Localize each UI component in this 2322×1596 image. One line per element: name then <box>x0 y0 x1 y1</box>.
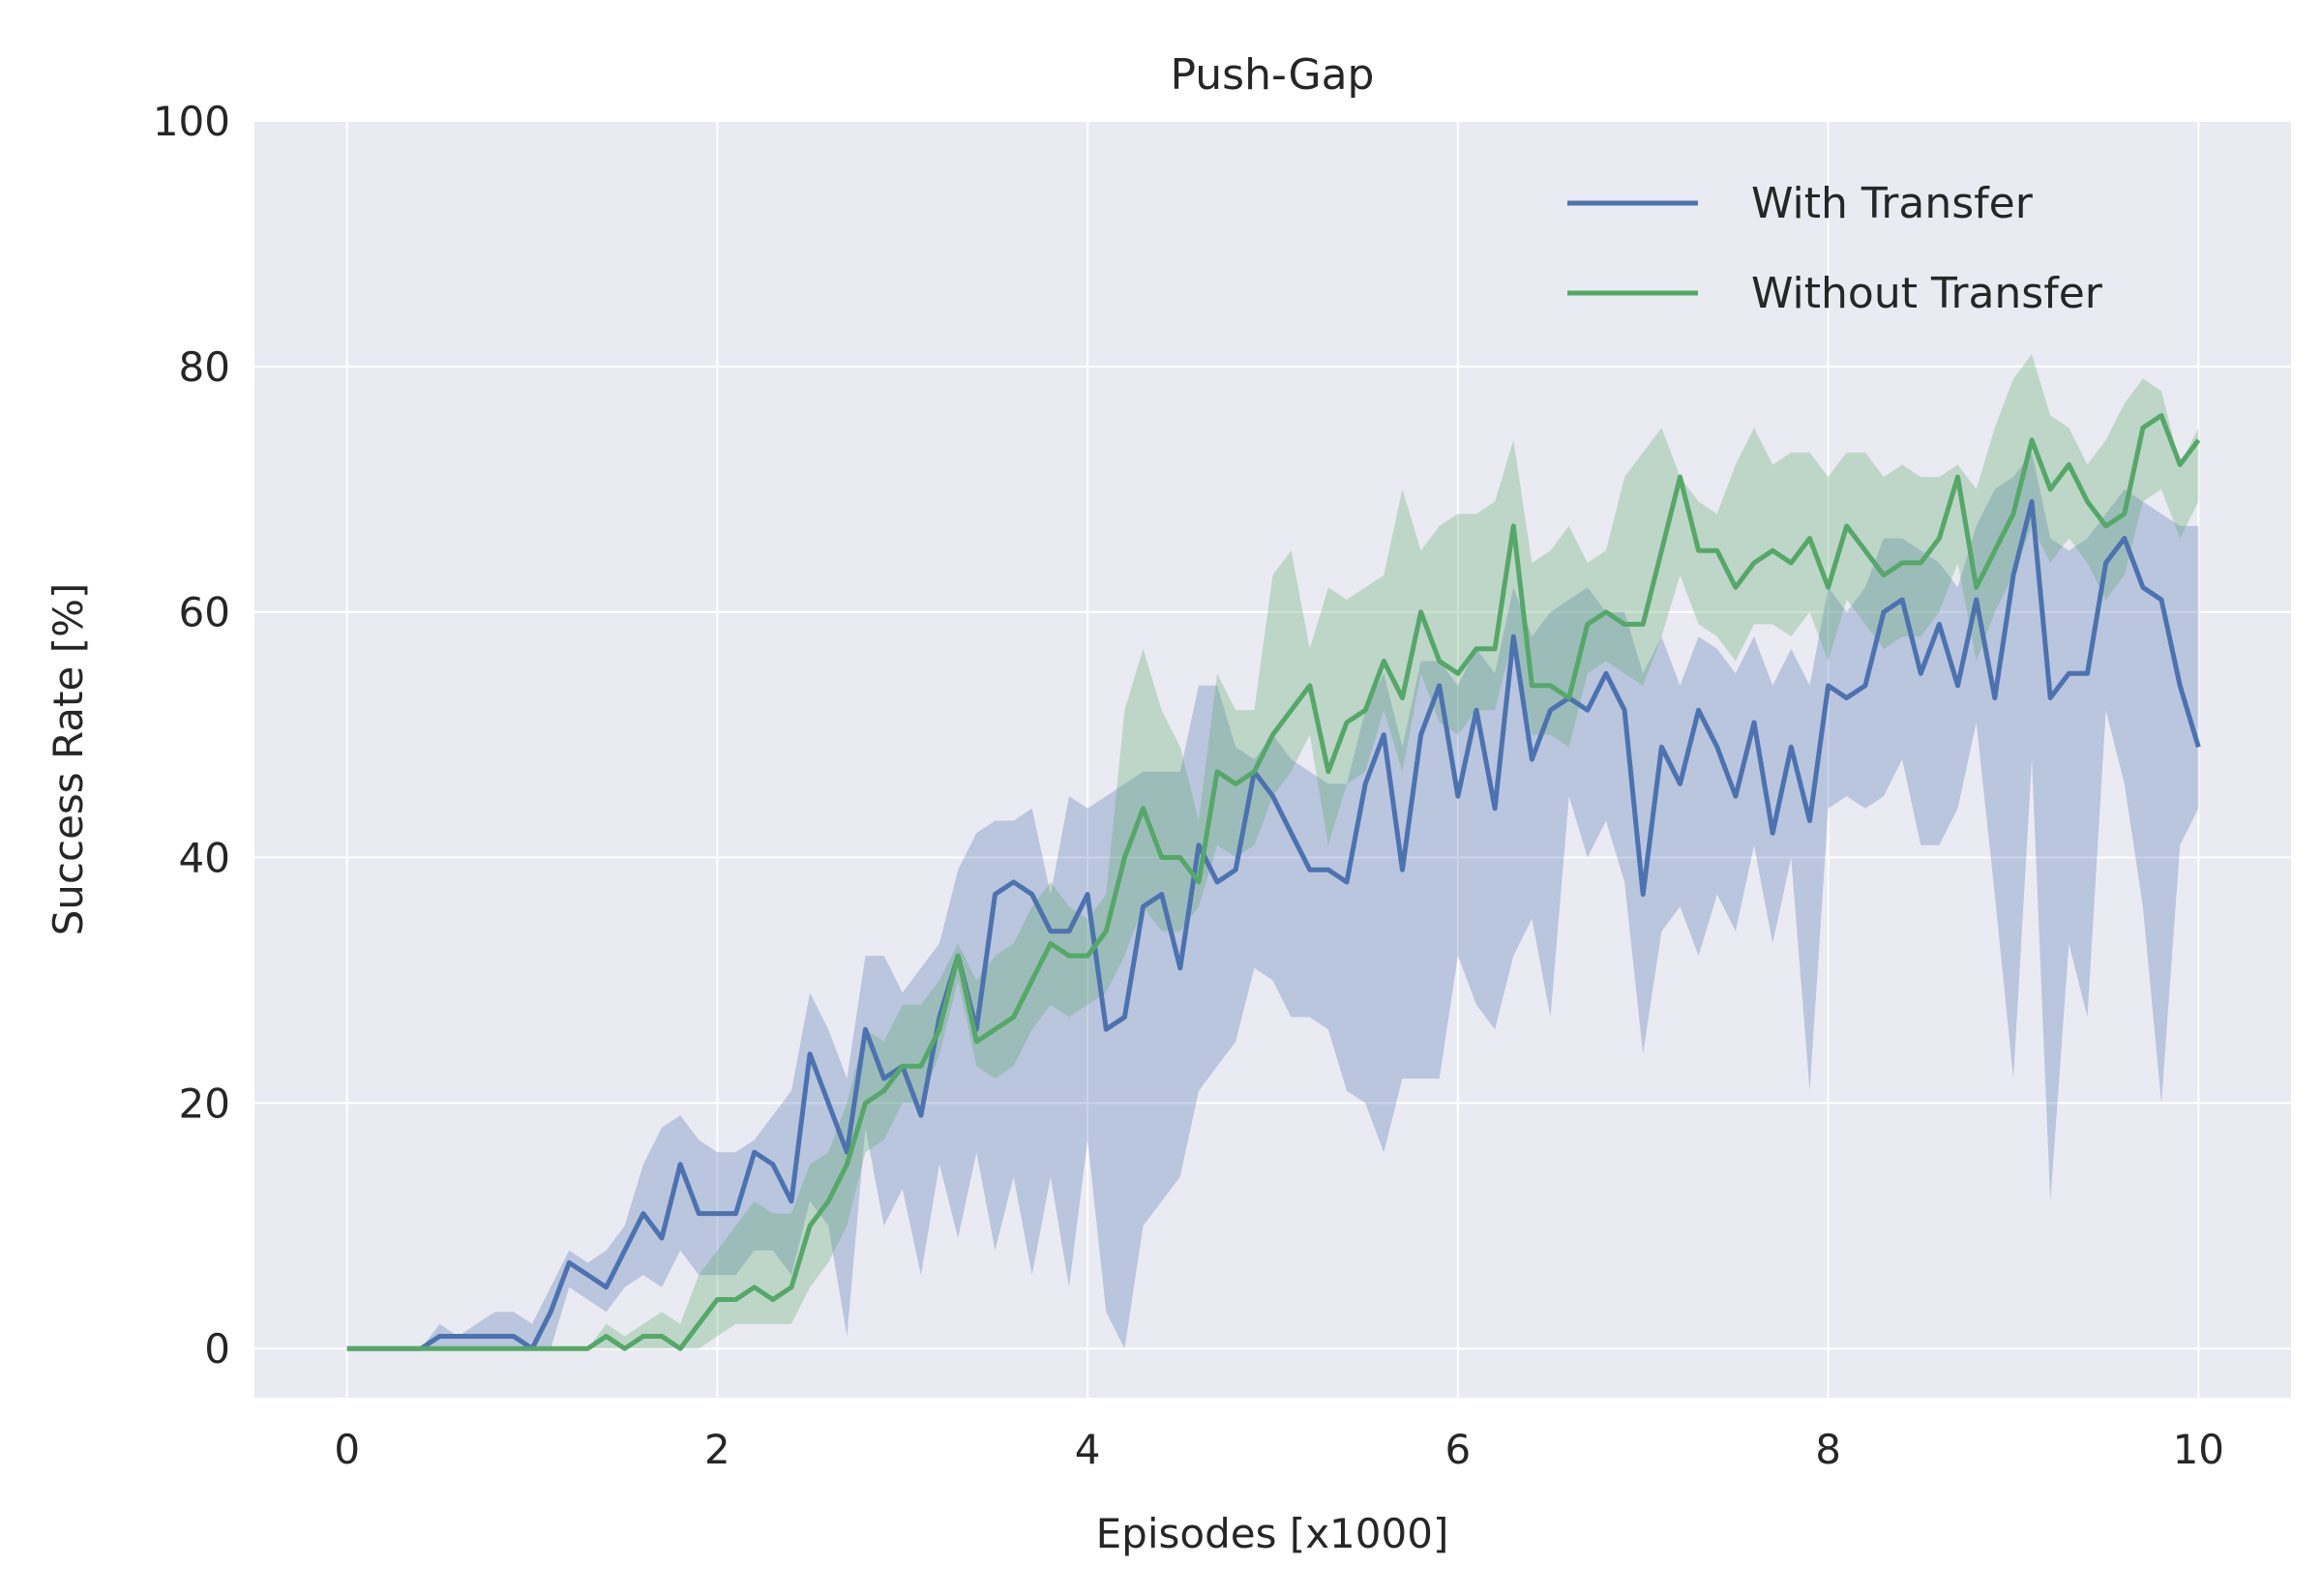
x-tick-label: 8 <box>1815 1426 1841 1473</box>
legend: With Transfer Without Transfer <box>1567 179 2103 318</box>
y-axis-label: Success Rate [%] <box>45 583 92 936</box>
plot-background <box>254 121 2291 1398</box>
y-tick-label: 60 <box>179 589 230 636</box>
y-tick-label: 20 <box>179 1079 230 1127</box>
band-without-transfer <box>346 354 2199 1349</box>
x-tick-labels: 0 2 4 6 8 10 <box>334 1426 2224 1473</box>
x-tick-label: 2 <box>704 1426 730 1473</box>
x-tick-label: 0 <box>334 1426 360 1473</box>
y-tick-label: 100 <box>153 98 230 145</box>
y-tick-labels: 0 20 40 60 80 100 <box>153 98 230 1373</box>
x-tick-label: 10 <box>2173 1426 2224 1473</box>
x-axis-label: Episodes [x1000] <box>1096 1510 1449 1557</box>
y-tick-label: 40 <box>179 835 230 882</box>
x-tick-label: 6 <box>1444 1426 1471 1473</box>
band-with-transfer <box>346 452 2199 1349</box>
chart-title: Push-Gap <box>1171 50 1375 100</box>
confidence-bands <box>346 354 2199 1349</box>
series-lines <box>346 413 2201 1351</box>
y-tick-label: 0 <box>204 1325 230 1373</box>
grid <box>254 120 2291 1398</box>
y-tick-label: 80 <box>179 343 230 391</box>
legend-label-with-transfer: With Transfer <box>1751 179 2034 228</box>
x-tick-label: 4 <box>1075 1426 1101 1473</box>
line-without-transfer <box>346 413 2201 1351</box>
line-with-transfer <box>346 499 2201 1351</box>
legend-label-without-transfer: Without Transfer <box>1751 269 2103 318</box>
